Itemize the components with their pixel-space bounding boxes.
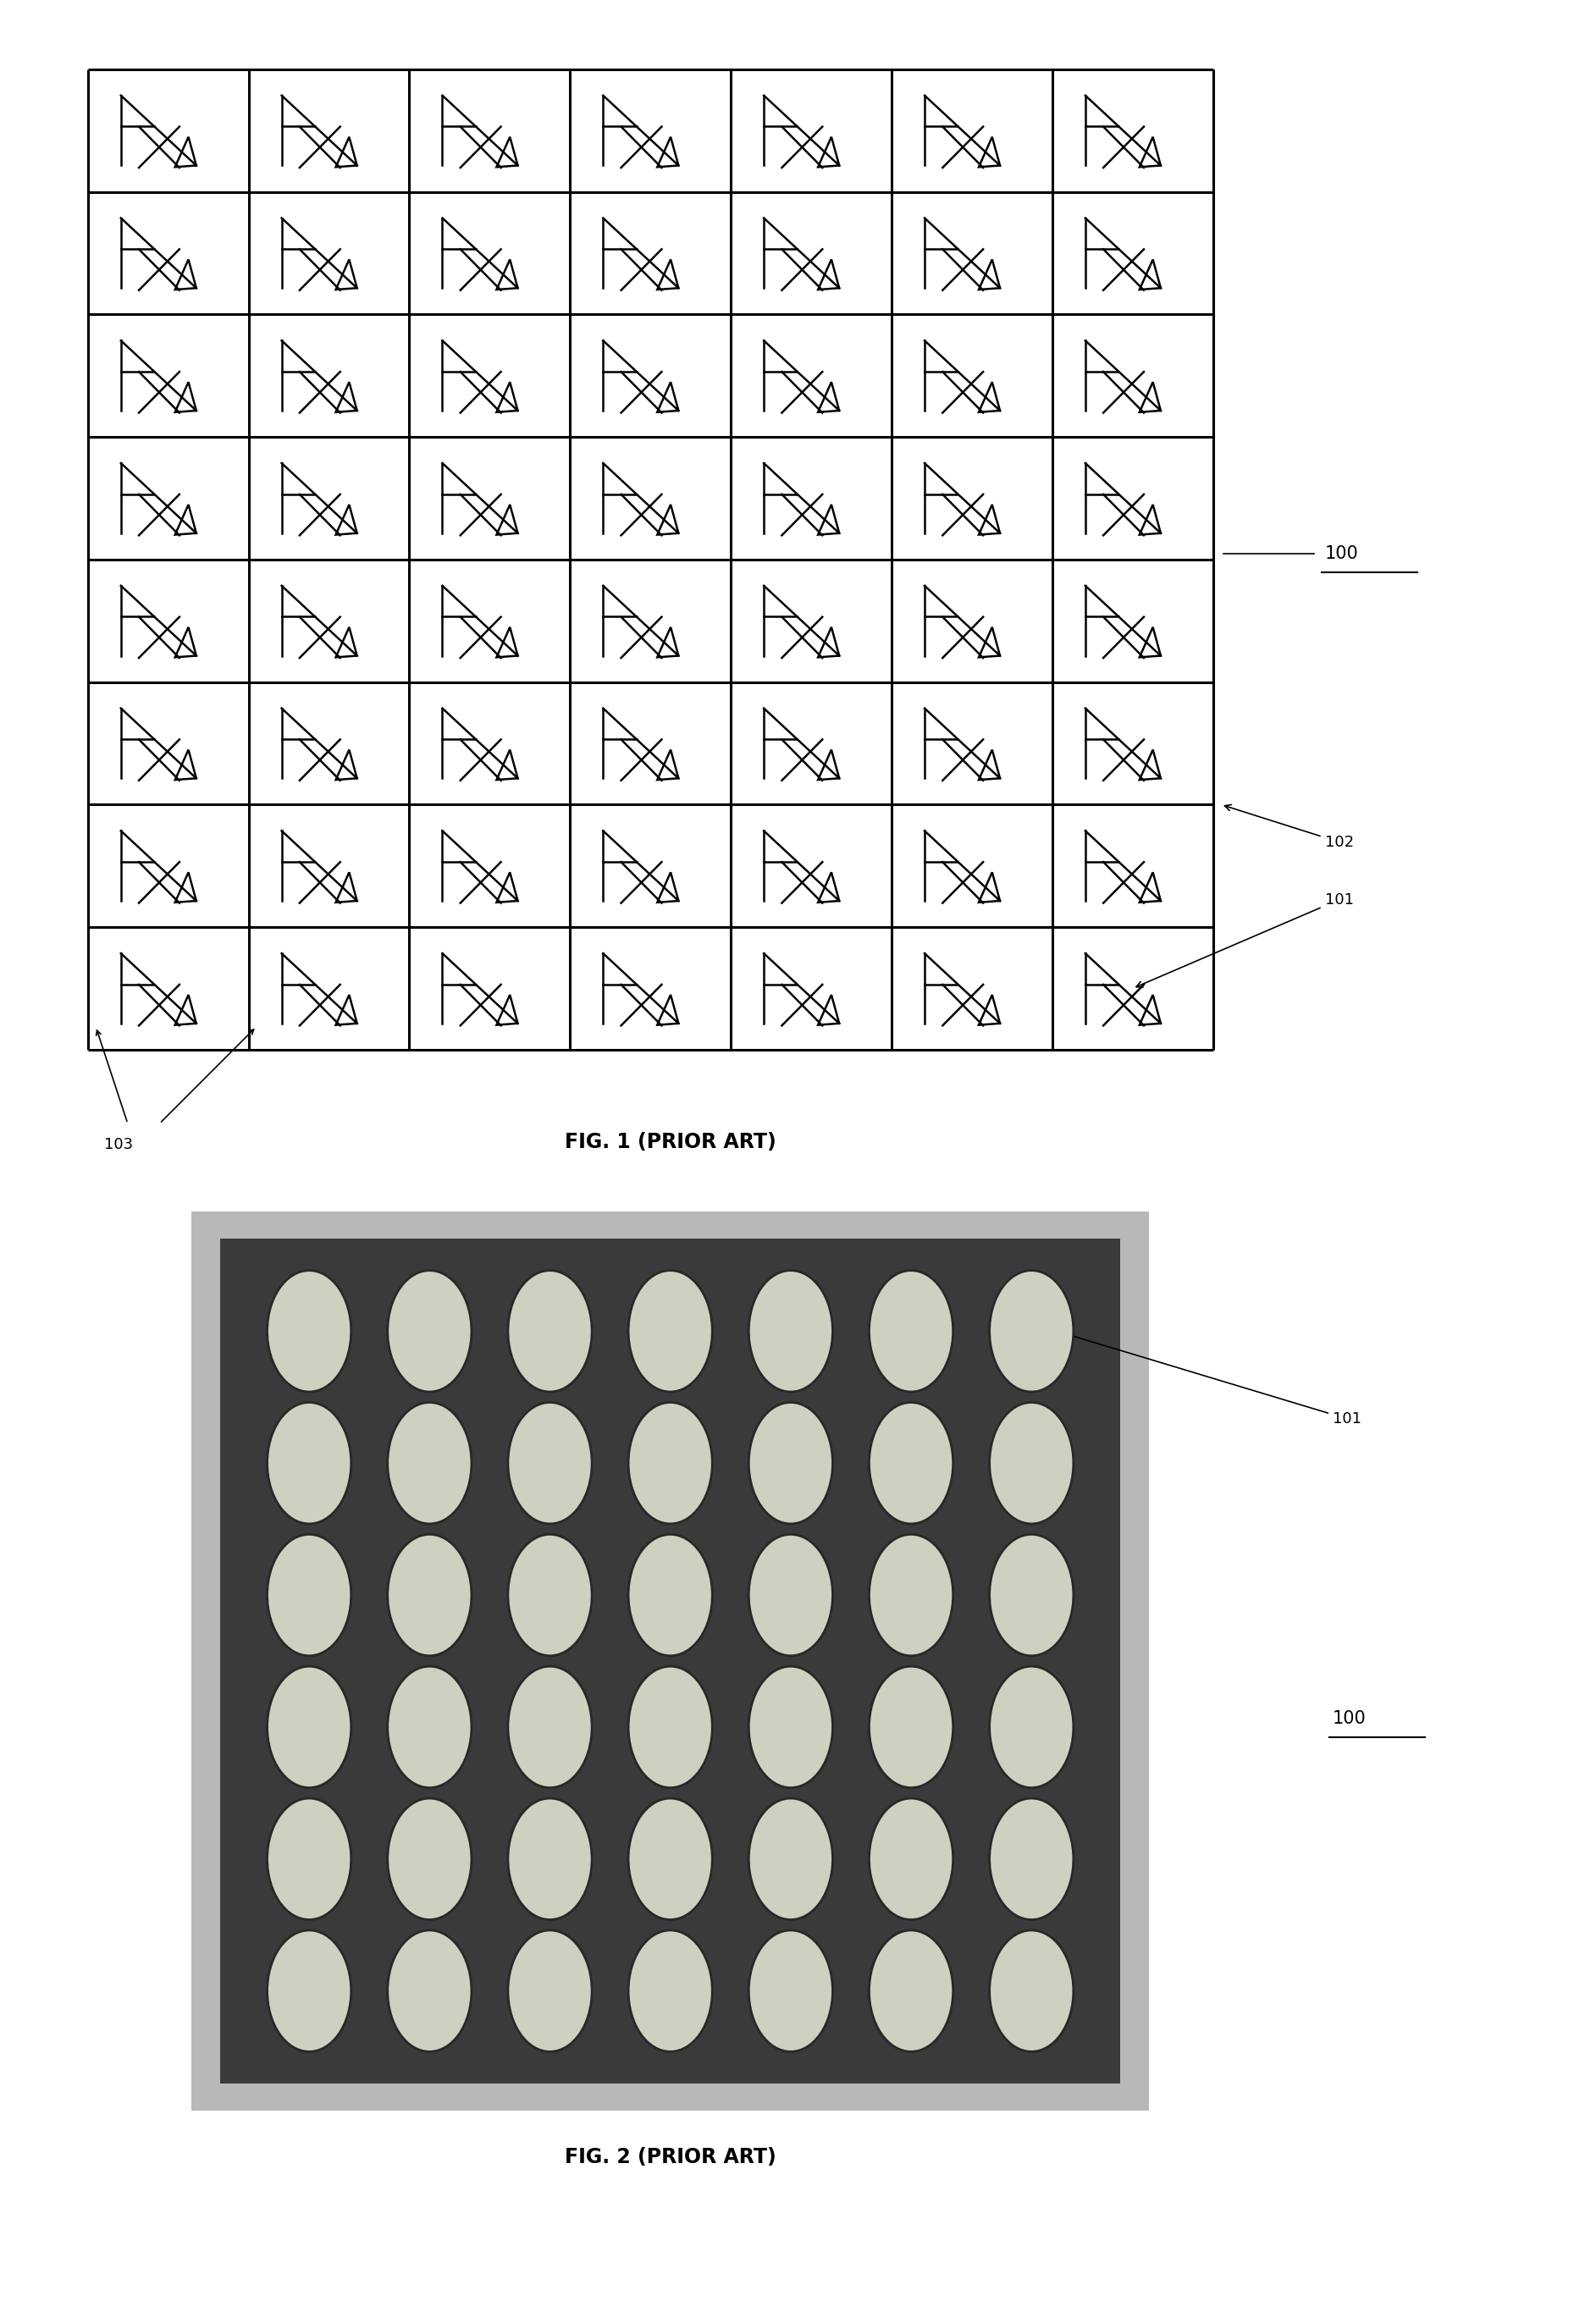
Circle shape <box>870 1797 953 1919</box>
Circle shape <box>629 1403 712 1525</box>
Circle shape <box>388 1931 471 2051</box>
Circle shape <box>629 1271 712 1391</box>
Text: 102: 102 <box>1224 805 1353 849</box>
Text: FIG. 2 (PRIOR ART): FIG. 2 (PRIOR ART) <box>565 2148 776 2166</box>
Circle shape <box>749 1403 833 1525</box>
Text: 100: 100 <box>1333 1709 1366 1728</box>
Circle shape <box>629 1931 712 2051</box>
Circle shape <box>388 1271 471 1391</box>
Circle shape <box>870 1931 953 2051</box>
Circle shape <box>870 1666 953 1788</box>
Bar <box>220 1239 1120 2083</box>
Circle shape <box>990 1931 1074 2051</box>
Circle shape <box>508 1666 592 1788</box>
Circle shape <box>508 1534 592 1656</box>
Circle shape <box>267 1931 351 2051</box>
Circle shape <box>388 1403 471 1525</box>
Circle shape <box>990 1666 1074 1788</box>
Circle shape <box>629 1797 712 1919</box>
Circle shape <box>267 1403 351 1525</box>
Circle shape <box>870 1271 953 1391</box>
Text: 100: 100 <box>1325 544 1358 563</box>
Circle shape <box>629 1666 712 1788</box>
Circle shape <box>267 1666 351 1788</box>
Circle shape <box>749 1271 833 1391</box>
Circle shape <box>870 1534 953 1656</box>
Circle shape <box>508 1271 592 1391</box>
Circle shape <box>267 1534 351 1656</box>
Circle shape <box>629 1534 712 1656</box>
Text: 101: 101 <box>1060 1331 1361 1426</box>
Circle shape <box>749 1931 833 2051</box>
Circle shape <box>990 1403 1074 1525</box>
Circle shape <box>508 1931 592 2051</box>
Text: FIG. 1 (PRIOR ART): FIG. 1 (PRIOR ART) <box>565 1133 776 1151</box>
Circle shape <box>508 1403 592 1525</box>
Circle shape <box>990 1534 1074 1656</box>
Circle shape <box>388 1797 471 1919</box>
Circle shape <box>870 1403 953 1525</box>
Circle shape <box>749 1797 833 1919</box>
Text: 101: 101 <box>1136 893 1353 987</box>
Circle shape <box>267 1271 351 1391</box>
Circle shape <box>990 1271 1074 1391</box>
Circle shape <box>749 1666 833 1788</box>
Circle shape <box>990 1797 1074 1919</box>
Circle shape <box>388 1666 471 1788</box>
Text: 103: 103 <box>104 1137 132 1154</box>
Circle shape <box>508 1797 592 1919</box>
Circle shape <box>388 1534 471 1656</box>
Circle shape <box>267 1797 351 1919</box>
Bar <box>192 1211 1149 2111</box>
Circle shape <box>749 1534 833 1656</box>
